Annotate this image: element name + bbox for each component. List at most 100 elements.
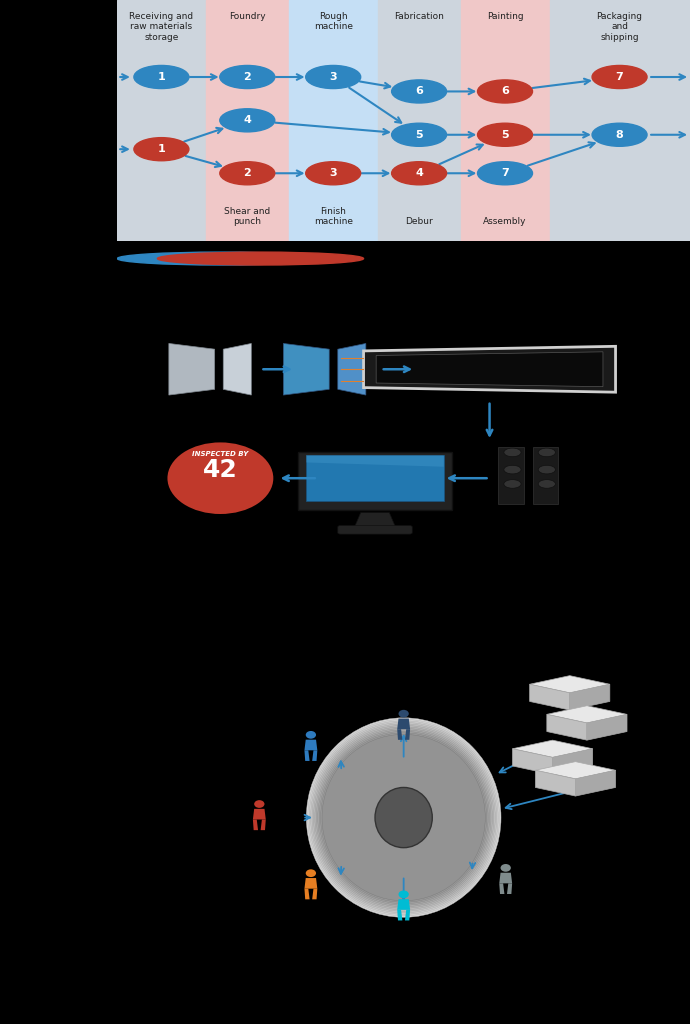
Text: 7: 7 (615, 72, 624, 82)
Ellipse shape (322, 734, 485, 901)
Polygon shape (570, 684, 610, 710)
Polygon shape (304, 878, 317, 889)
Polygon shape (547, 715, 587, 740)
Polygon shape (304, 739, 317, 751)
Circle shape (538, 479, 555, 488)
Text: Packaging
and
shipping: Packaging and shipping (597, 12, 642, 42)
Polygon shape (535, 770, 575, 796)
Circle shape (504, 479, 521, 488)
Polygon shape (253, 809, 266, 819)
Circle shape (504, 465, 521, 474)
Polygon shape (530, 676, 610, 693)
Ellipse shape (169, 443, 272, 513)
Polygon shape (261, 819, 266, 830)
Polygon shape (304, 751, 310, 761)
Circle shape (254, 800, 264, 808)
Bar (461, 0, 550, 241)
Polygon shape (364, 346, 615, 392)
Circle shape (392, 123, 446, 146)
Text: Painting: Painting (486, 12, 523, 22)
Bar (533, 446, 558, 504)
Polygon shape (530, 684, 570, 710)
Ellipse shape (312, 724, 495, 911)
Polygon shape (253, 819, 258, 830)
Ellipse shape (319, 731, 488, 904)
Ellipse shape (306, 718, 501, 918)
FancyBboxPatch shape (338, 525, 412, 535)
Text: INSPECTED BY: INSPECTED BY (193, 451, 248, 457)
Circle shape (399, 891, 408, 898)
Circle shape (538, 449, 555, 457)
Circle shape (134, 137, 189, 161)
Text: 4: 4 (415, 168, 423, 178)
Bar (289, 0, 378, 241)
Text: 2: 2 (244, 72, 251, 82)
Circle shape (392, 80, 446, 103)
Text: 6: 6 (415, 86, 423, 96)
Text: Receiving and
raw materials
storage: Receiving and raw materials storage (129, 12, 193, 42)
Bar (498, 446, 524, 504)
Circle shape (134, 66, 189, 88)
Text: 5: 5 (415, 130, 423, 139)
Text: 5: 5 (501, 130, 509, 139)
Circle shape (157, 252, 364, 265)
Text: Assembly: Assembly (483, 217, 526, 226)
Polygon shape (338, 343, 366, 395)
Text: 2: 2 (244, 168, 251, 178)
Circle shape (592, 66, 647, 88)
Polygon shape (397, 719, 410, 729)
Circle shape (399, 710, 408, 718)
Polygon shape (553, 749, 593, 774)
Circle shape (592, 123, 647, 146)
Text: 3: 3 (329, 72, 337, 82)
Polygon shape (397, 729, 402, 739)
Text: 1: 1 (157, 72, 166, 82)
Polygon shape (304, 889, 310, 899)
Bar (306, 456, 444, 501)
Polygon shape (224, 343, 251, 395)
Polygon shape (405, 729, 410, 739)
Bar (297, 453, 453, 510)
Bar (117, 0, 206, 241)
Text: Finish
machine: Finish machine (314, 207, 353, 226)
Text: 42: 42 (203, 458, 238, 481)
Ellipse shape (313, 725, 494, 909)
Ellipse shape (375, 787, 433, 848)
Ellipse shape (309, 721, 498, 914)
Polygon shape (587, 715, 627, 740)
Polygon shape (507, 884, 512, 894)
Ellipse shape (321, 733, 486, 902)
Ellipse shape (317, 730, 490, 905)
Polygon shape (284, 343, 329, 395)
Polygon shape (547, 706, 627, 723)
Polygon shape (513, 749, 553, 774)
Polygon shape (312, 751, 317, 761)
Polygon shape (397, 899, 410, 909)
Text: 4: 4 (244, 116, 251, 125)
Ellipse shape (310, 722, 497, 912)
Polygon shape (352, 513, 398, 532)
Text: 8: 8 (615, 130, 624, 139)
Bar (206, 0, 289, 241)
Circle shape (306, 162, 361, 184)
Ellipse shape (308, 719, 500, 915)
Polygon shape (513, 740, 593, 758)
Polygon shape (500, 884, 504, 894)
Circle shape (477, 123, 533, 146)
Text: Rough
machine: Rough machine (314, 12, 353, 32)
Text: Debur: Debur (405, 217, 433, 226)
Circle shape (538, 465, 555, 474)
Polygon shape (405, 909, 410, 921)
Circle shape (504, 449, 521, 457)
Circle shape (220, 109, 275, 132)
Text: 6: 6 (501, 86, 509, 96)
Circle shape (500, 864, 511, 871)
Polygon shape (312, 889, 317, 899)
Polygon shape (397, 909, 402, 921)
Polygon shape (535, 762, 615, 779)
Circle shape (117, 252, 324, 265)
Circle shape (220, 162, 275, 184)
Circle shape (306, 869, 316, 878)
Text: 3: 3 (329, 168, 337, 178)
Circle shape (477, 162, 533, 184)
